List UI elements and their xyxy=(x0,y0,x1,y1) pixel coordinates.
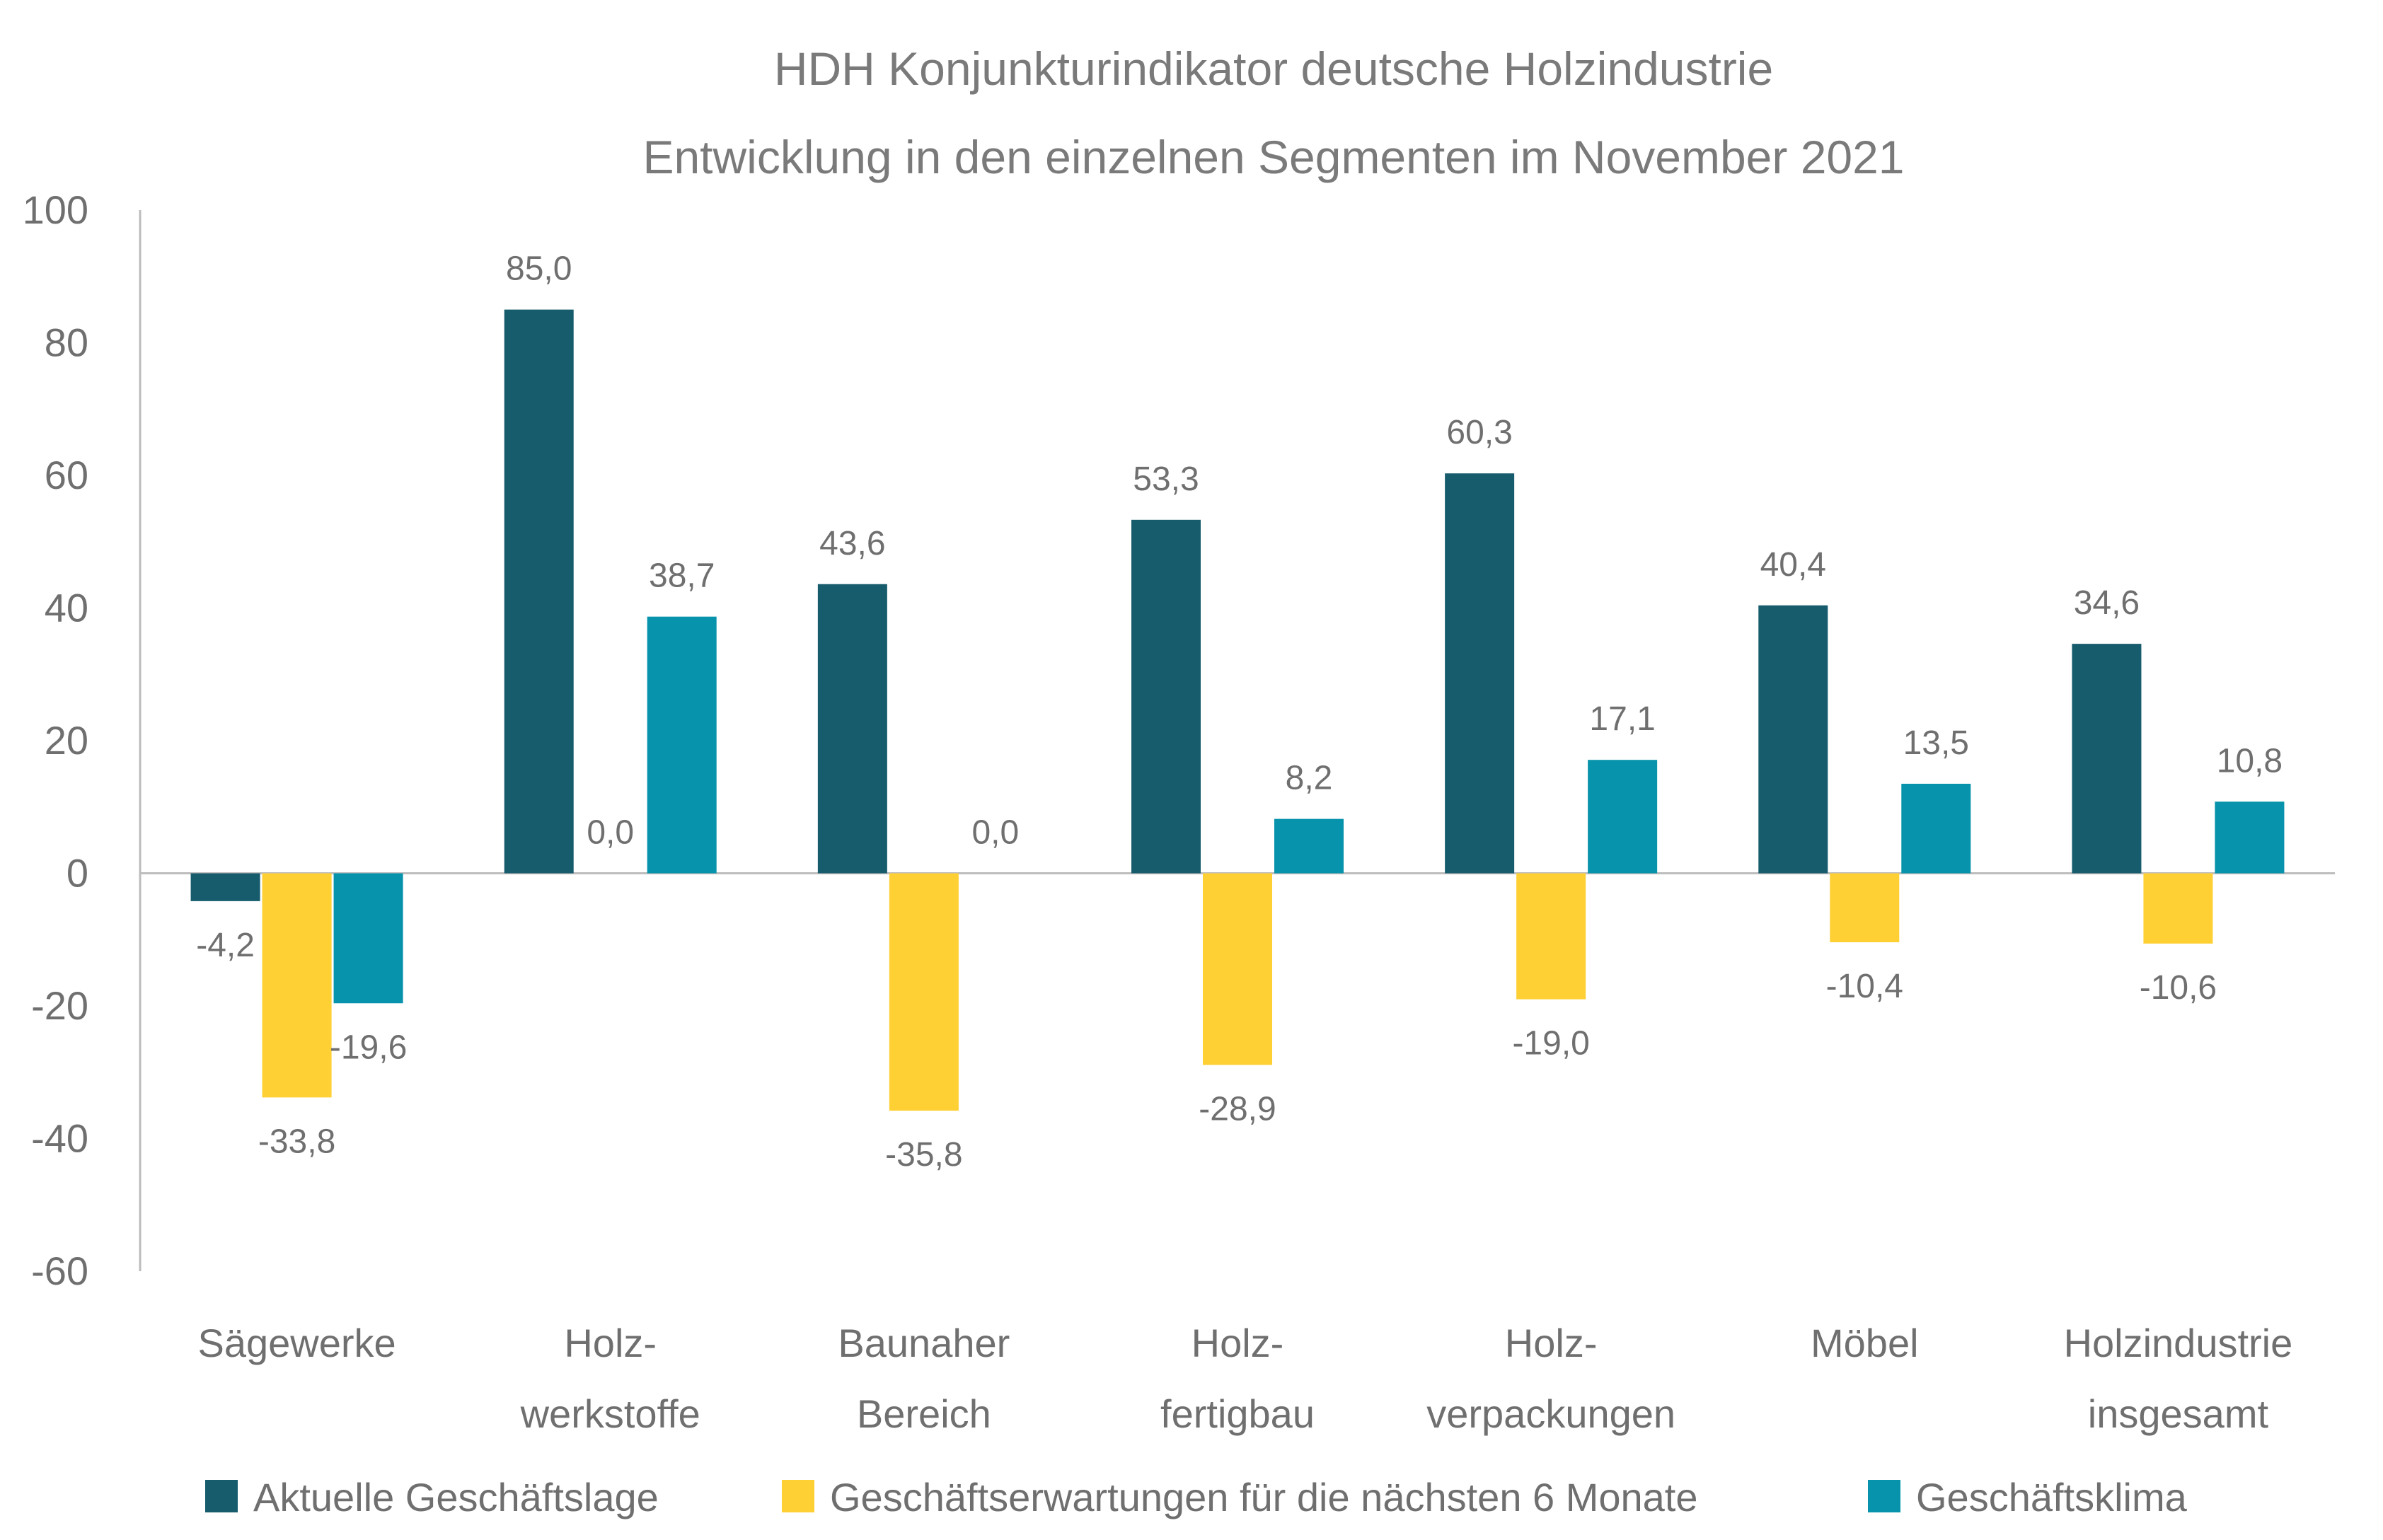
category-label: Holzindustrie xyxy=(2064,1321,2293,1365)
data-label: -19,6 xyxy=(330,1029,407,1066)
category-label: werkstoffe xyxy=(520,1391,700,1436)
y-tick-label: 60 xyxy=(45,453,88,497)
bar xyxy=(2143,873,2213,944)
category-label: Holz- xyxy=(1505,1321,1598,1365)
bar xyxy=(2215,801,2285,874)
data-label: 53,3 xyxy=(1133,461,1199,498)
bar xyxy=(889,873,959,1111)
y-tick-label: -60 xyxy=(31,1249,88,1293)
data-label: 8,2 xyxy=(1286,760,1333,797)
category-labels: Sägewerke Holz-werkstoffe Baunaher Bereich H… xyxy=(197,1321,2292,1436)
legend: Aktuelle Geschäftslage Geschäftserwartung… xyxy=(205,1475,2188,1519)
data-label: -10,4 xyxy=(1826,968,1903,1005)
bar xyxy=(1901,783,1971,874)
category-label: Sägewerke xyxy=(197,1321,396,1365)
data-label: 40,4 xyxy=(1760,546,1826,584)
data-labels: -4,2 -33,8 -19,6 85,0 0,0 38,7 43,6 -35,8 0,0 53,… xyxy=(196,250,2283,1174)
data-label: 43,6 xyxy=(819,525,885,562)
category-label: Bereich xyxy=(857,1391,991,1436)
bar xyxy=(1588,760,1658,874)
y-tick-label: -20 xyxy=(31,983,88,1028)
y-tick-label: 40 xyxy=(45,586,88,630)
bar xyxy=(647,616,717,874)
bar xyxy=(1445,473,1515,874)
data-label: 60,3 xyxy=(1446,414,1512,451)
legend-entry: Aktuelle Geschäftslage xyxy=(253,1475,659,1519)
data-label: 0,0 xyxy=(971,814,1019,852)
bar xyxy=(1758,605,1828,874)
bar xyxy=(2072,644,2142,874)
legend-swatch xyxy=(782,1480,814,1512)
category-label: Holz- xyxy=(1192,1321,1284,1365)
bar xyxy=(817,584,887,874)
bar xyxy=(190,873,260,901)
y-tick-label: 0 xyxy=(67,851,88,896)
data-label: 38,7 xyxy=(649,557,715,595)
category-label: Baunaher xyxy=(838,1321,1010,1365)
legend-swatch xyxy=(205,1480,238,1512)
y-tick-labels: 100 80 60 40 20 0 -20 -40 -60 xyxy=(23,187,88,1293)
bar xyxy=(1274,818,1344,874)
y-tick-label: 100 xyxy=(23,187,88,232)
bar xyxy=(333,873,403,1004)
data-label: -35,8 xyxy=(885,1136,962,1174)
data-label: -28,9 xyxy=(1199,1090,1276,1128)
legend-swatch xyxy=(1868,1480,1900,1512)
bar xyxy=(262,873,332,1098)
data-label: 85,0 xyxy=(506,250,572,288)
data-label: 0,0 xyxy=(587,814,634,852)
category-label: verpackungen xyxy=(1426,1391,1675,1436)
data-label: 13,5 xyxy=(1903,724,1969,762)
chart-title-line-1: HDH Konjunkturindikator deutsche Holzind… xyxy=(774,42,1773,95)
data-label: 10,8 xyxy=(2217,742,2283,780)
bar xyxy=(1131,519,1201,874)
category-label: fertigbau xyxy=(1160,1391,1315,1436)
category-label: insgesamt xyxy=(2088,1391,2269,1436)
bar xyxy=(504,309,574,874)
category-label: Holz- xyxy=(564,1321,657,1365)
data-label: -10,6 xyxy=(2140,969,2217,1007)
bars xyxy=(190,309,2285,1111)
y-tick-label: 20 xyxy=(45,718,88,763)
chart-title: HDH Konjunkturindikator deutsche Holzind… xyxy=(642,42,1904,183)
chart-title-line-2: Entwicklung in den einzelnen Segmenten i… xyxy=(642,131,1904,183)
data-label: 17,1 xyxy=(1589,700,1655,738)
bar xyxy=(1830,873,1900,942)
data-label: -4,2 xyxy=(196,927,255,964)
legend-entry: Geschäftsklima xyxy=(1916,1475,2188,1519)
category-label: Möbel xyxy=(1811,1321,1919,1365)
y-tick-label: 80 xyxy=(45,320,88,365)
bar xyxy=(1516,873,1586,1000)
bar xyxy=(1203,873,1272,1065)
data-label: -19,0 xyxy=(1512,1025,1589,1063)
data-label: 34,6 xyxy=(2074,584,2140,622)
data-label: -33,8 xyxy=(258,1123,335,1160)
y-tick-label: -40 xyxy=(31,1116,88,1161)
legend-entry: Geschäftserwartungen für die nächsten 6 … xyxy=(830,1475,1698,1519)
